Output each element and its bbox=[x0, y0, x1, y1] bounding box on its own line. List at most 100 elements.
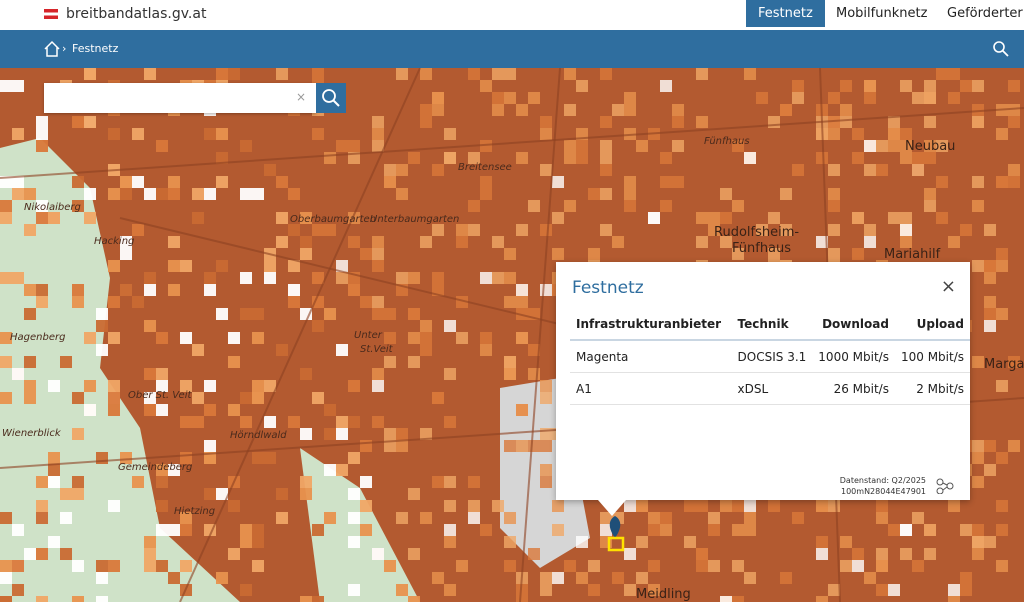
coverage-cell bbox=[960, 80, 972, 92]
coverage-cell bbox=[816, 152, 828, 164]
coverage-cell bbox=[552, 572, 564, 584]
coverage-cell bbox=[564, 560, 576, 572]
coverage-cell bbox=[948, 500, 960, 512]
home-icon[interactable] bbox=[42, 39, 62, 59]
coverage-cell bbox=[588, 188, 600, 200]
coverage-cell bbox=[0, 560, 12, 572]
coverage-cell bbox=[972, 80, 984, 92]
coverage-cell bbox=[444, 368, 456, 380]
coverage-cell bbox=[888, 140, 900, 152]
tab[interactable]: Mobilfunknetz bbox=[836, 6, 928, 21]
coverage-cell bbox=[516, 440, 528, 452]
coverage-cell bbox=[96, 596, 108, 602]
map-label: Unterbaumgarten bbox=[370, 214, 459, 225]
coverage-cell bbox=[372, 128, 384, 140]
coverage-cell bbox=[588, 248, 600, 260]
coverage-cell bbox=[720, 236, 732, 248]
coverage-cell bbox=[492, 68, 504, 80]
map-label: St.Veit bbox=[360, 344, 394, 355]
coverage-cell bbox=[1008, 176, 1020, 188]
coverage-cell bbox=[660, 524, 672, 536]
coverage-cell bbox=[840, 104, 852, 116]
coverage-cell bbox=[516, 404, 528, 416]
coverage-cell bbox=[648, 524, 660, 536]
site-name[interactable]: breitbandatlas.gv.at bbox=[66, 6, 207, 22]
coverage-cell bbox=[420, 428, 432, 440]
coverage-cell bbox=[252, 536, 264, 548]
tab[interactable]: Geförderter Au bbox=[947, 6, 1024, 21]
coverage-cell bbox=[96, 572, 108, 584]
coverage-cell bbox=[120, 452, 132, 464]
share-icon[interactable] bbox=[936, 478, 954, 494]
coverage-cell bbox=[732, 500, 744, 512]
coverage-cell bbox=[384, 308, 396, 320]
coverage-cell bbox=[156, 524, 168, 536]
coverage-cell bbox=[624, 584, 636, 596]
coverage-cell bbox=[240, 140, 252, 152]
coverage-cell bbox=[12, 176, 24, 188]
coverage-cell bbox=[972, 260, 984, 272]
coverage-cell bbox=[540, 584, 552, 596]
coverage-cell bbox=[972, 104, 984, 116]
breadcrumb-current[interactable]: Festnetz bbox=[72, 42, 119, 55]
coverage-cell bbox=[828, 200, 840, 212]
coverage-cell bbox=[228, 500, 240, 512]
coverage-cell bbox=[876, 140, 888, 152]
coverage-cell bbox=[36, 548, 48, 560]
map-label: Breitensee bbox=[458, 162, 512, 173]
coverage-cell bbox=[0, 572, 12, 584]
coverage-cell bbox=[300, 428, 312, 440]
coverage-cell bbox=[72, 284, 84, 296]
coverage-cell bbox=[504, 440, 516, 452]
map-label: Margar bbox=[984, 357, 1024, 372]
coverage-cell bbox=[156, 404, 168, 416]
coverage-cell bbox=[156, 476, 168, 488]
tab[interactable]: Festnetz bbox=[746, 0, 825, 27]
coverage-cell bbox=[696, 116, 708, 128]
coverage-cell bbox=[528, 344, 540, 356]
coverage-cell bbox=[660, 512, 672, 524]
search-button[interactable] bbox=[316, 83, 346, 113]
search-icon[interactable] bbox=[992, 40, 1010, 58]
coverage-cell bbox=[864, 140, 876, 152]
coverage-cell bbox=[888, 524, 900, 536]
coverage-cell bbox=[504, 512, 516, 524]
map-label: Wienerblick bbox=[2, 428, 62, 439]
coverage-cell bbox=[156, 188, 168, 200]
coverage-cell bbox=[924, 524, 936, 536]
coverage-cell bbox=[696, 68, 708, 80]
street bbox=[179, 68, 421, 602]
coverage-cell bbox=[636, 572, 648, 584]
coverage-cell bbox=[108, 560, 120, 572]
coverage-cell bbox=[564, 152, 576, 164]
coverage-cell bbox=[540, 116, 552, 128]
coverage-cell bbox=[0, 176, 12, 188]
street bbox=[519, 68, 561, 602]
popup: Festnetz × Infrastrukturanbieter Technik D… bbox=[556, 262, 970, 500]
coverage-cell bbox=[180, 512, 192, 524]
data-date: Datenstand: Q2/2025 bbox=[839, 476, 926, 485]
map-label: Hietzing bbox=[174, 506, 215, 517]
coverage-cell bbox=[996, 308, 1008, 320]
coverage-cell bbox=[324, 308, 336, 320]
coverage-cell bbox=[900, 212, 912, 224]
coverage-cell bbox=[444, 584, 456, 596]
coverage-cell bbox=[252, 452, 264, 464]
coverage-cell bbox=[576, 140, 588, 152]
coverage-cell bbox=[156, 500, 168, 512]
coverage-cell bbox=[108, 128, 120, 140]
coverage-cell bbox=[168, 236, 180, 248]
coverage-cell bbox=[396, 440, 408, 452]
search-input[interactable]: × bbox=[44, 83, 316, 113]
close-button[interactable]: × bbox=[940, 276, 956, 297]
coverage-cell bbox=[408, 488, 420, 500]
coverage-cell bbox=[408, 548, 420, 560]
coverage-cell bbox=[624, 188, 636, 200]
coverage-cell bbox=[492, 236, 504, 248]
coverage-cell bbox=[72, 428, 84, 440]
coverage-cell bbox=[600, 152, 612, 164]
coverage-cell bbox=[264, 260, 276, 272]
coverage-cell bbox=[84, 332, 96, 344]
coverage-cell bbox=[336, 260, 348, 272]
